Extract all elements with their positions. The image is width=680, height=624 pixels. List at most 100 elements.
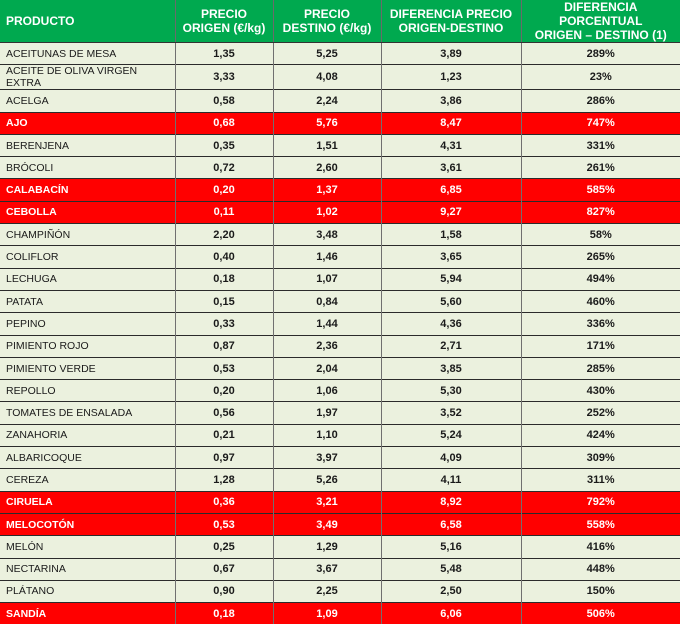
cell-producto: MELOCOTÓN [0,513,175,535]
header-line: DESTINO (€/kg) [283,21,372,35]
cell-precio-origen: 0,68 [175,112,273,134]
cell-producto: BRÓCOLI [0,157,175,179]
cell-porcentaje: 747% [521,112,680,134]
cell-precio-origen: 0,90 [175,580,273,602]
cell-porcentaje: 585% [521,179,680,201]
cell-precio-origen: 1,28 [175,469,273,491]
cell-precio-destino: 2,36 [273,335,381,357]
cell-porcentaje: 252% [521,402,680,424]
cell-precio-origen: 0,40 [175,246,273,268]
cell-producto: CALABACÍN [0,179,175,201]
cell-producto: CHAMPIÑÓN [0,224,175,246]
cell-precio-origen: 0,35 [175,134,273,156]
cell-producto: PATATA [0,290,175,312]
cell-producto: BERENJENA [0,134,175,156]
cell-precio-destino: 1,02 [273,201,381,223]
cell-precio-destino: 3,97 [273,447,381,469]
cell-precio-destino: 3,48 [273,224,381,246]
cell-diferencia: 1,23 [381,65,521,90]
cell-precio-origen: 0,87 [175,335,273,357]
header-line: DIFERENCIA PRECIO [390,7,512,21]
cell-precio-destino: 1,07 [273,268,381,290]
cell-precio-origen: 0,33 [175,313,273,335]
cell-porcentaje: 424% [521,424,680,446]
cell-precio-origen: 0,67 [175,558,273,580]
cell-diferencia: 3,85 [381,357,521,379]
cell-porcentaje: 261% [521,157,680,179]
header-line: ORIGEN (€/kg) [183,21,266,35]
cell-precio-destino: 1,09 [273,603,381,624]
cell-porcentaje: 285% [521,357,680,379]
cell-precio-origen: 0,20 [175,380,273,402]
cell-precio-destino: 1,06 [273,380,381,402]
cell-precio-origen: 0,58 [175,90,273,112]
cell-porcentaje: 558% [521,513,680,535]
cell-diferencia: 5,24 [381,424,521,446]
cell-producto: PEPINO [0,313,175,335]
cell-precio-destino: 2,24 [273,90,381,112]
cell-precio-destino: 1,46 [273,246,381,268]
cell-producto: NECTARINA [0,558,175,580]
cell-diferencia: 4,09 [381,447,521,469]
cell-porcentaje: 58% [521,224,680,246]
cell-producto: CEBOLLA [0,201,175,223]
cell-diferencia: 1,58 [381,224,521,246]
cell-diferencia: 4,11 [381,469,521,491]
cell-diferencia: 5,30 [381,380,521,402]
cell-precio-destino: 5,26 [273,469,381,491]
cell-precio-destino: 1,37 [273,179,381,201]
cell-precio-destino: 1,10 [273,424,381,446]
header-line: PRECIO [304,7,350,21]
cell-precio-origen: 0,36 [175,491,273,513]
cell-porcentaje: 448% [521,558,680,580]
cell-producto: COLIFLOR [0,246,175,268]
cell-diferencia: 3,65 [381,246,521,268]
cell-precio-origen: 1,35 [175,43,273,65]
cell-precio-destino: 3,21 [273,491,381,513]
cell-precio-origen: 0,18 [175,603,273,624]
header-producto: PRODUCTO [0,0,175,43]
cell-porcentaje: 309% [521,447,680,469]
cell-porcentaje: 792% [521,491,680,513]
cell-precio-destino: 5,76 [273,112,381,134]
cell-producto: LECHUGA [0,268,175,290]
cell-porcentaje: 265% [521,246,680,268]
cell-precio-destino: 1,29 [273,536,381,558]
cell-diferencia: 8,47 [381,112,521,134]
cell-porcentaje: 506% [521,603,680,624]
cell-diferencia: 4,36 [381,313,521,335]
cell-porcentaje: 460% [521,290,680,312]
cell-precio-destino: 2,04 [273,357,381,379]
cell-producto: ZANAHORIA [0,424,175,446]
cell-porcentaje: 416% [521,536,680,558]
cell-producto: PLÁTANO [0,580,175,602]
header-line: PRECIO [201,7,247,21]
cell-diferencia: 4,31 [381,134,521,156]
cell-producto: ALBARICOQUE [0,447,175,469]
header-producto-text: PRODUCTO [6,14,74,28]
cell-precio-origen: 0,53 [175,357,273,379]
cell-diferencia: 5,94 [381,268,521,290]
cell-porcentaje: 336% [521,313,680,335]
header-line: ORIGEN-DESTINO [399,21,504,35]
cell-diferencia: 5,16 [381,536,521,558]
cell-diferencia: 2,50 [381,580,521,602]
cell-diferencia: 6,58 [381,513,521,535]
